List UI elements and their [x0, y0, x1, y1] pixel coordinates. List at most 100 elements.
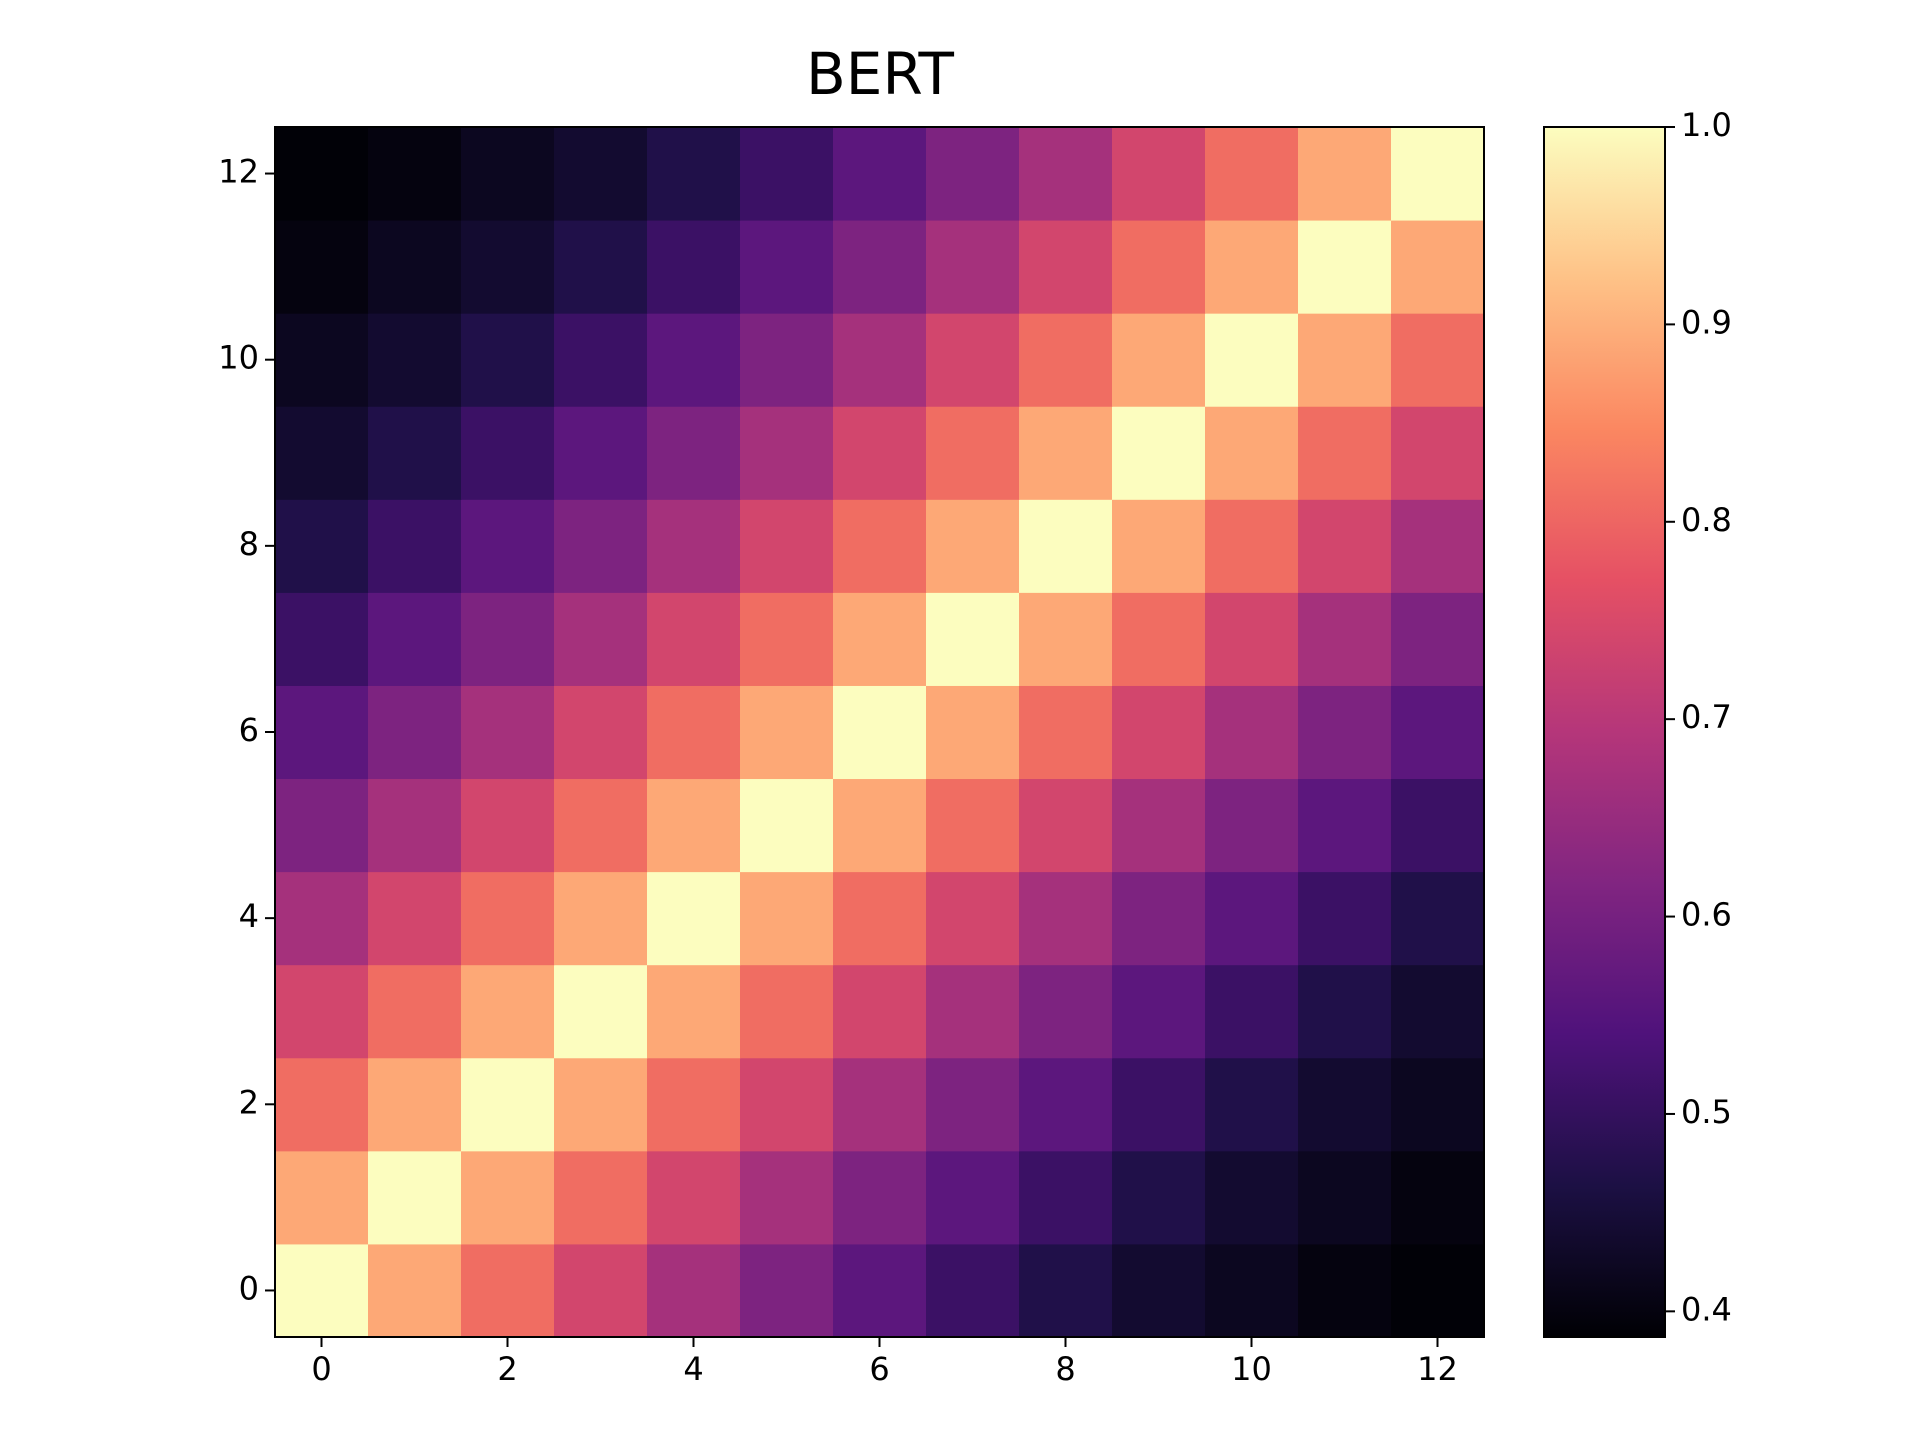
heatmap-cell [740, 1150, 834, 1245]
colorbar-tick-label: 1.0 [1681, 106, 1732, 144]
heatmap-cell [740, 592, 834, 686]
heatmap-cell [1112, 313, 1206, 407]
chart-title: BERT [806, 40, 955, 108]
heatmap-cell [647, 127, 741, 221]
heatmap-cell [461, 127, 555, 221]
heatmap-cell [1298, 685, 1392, 780]
heatmap-cell [833, 499, 927, 593]
heatmap-cell [1205, 1243, 1299, 1338]
heatmap-cell [368, 871, 462, 966]
heatmap-cell [461, 592, 555, 686]
heatmap-cell [926, 499, 1020, 593]
heatmap-cell [275, 406, 369, 500]
heatmap-cell [1391, 592, 1485, 686]
heatmap-cell [461, 1243, 555, 1338]
heatmap-cell [1298, 871, 1392, 966]
heatmap-cell [833, 313, 927, 407]
heatmap-cell [740, 220, 834, 314]
heatmap-cell [368, 127, 462, 221]
heatmap-cell [926, 220, 1020, 314]
heatmap-cell [275, 871, 369, 966]
heatmap-cell [275, 685, 369, 780]
heatmap-cell [554, 778, 648, 873]
heatmap-cell [1112, 592, 1206, 686]
heatmap-cell [926, 778, 1020, 873]
heatmap-cell [368, 964, 462, 1059]
heatmap-cell [647, 499, 741, 593]
heatmap-cell [554, 871, 648, 966]
heatmap-cell [647, 778, 741, 873]
heatmap-cell [1019, 127, 1113, 221]
heatmap-cell [1112, 127, 1206, 221]
heatmap-cell [461, 871, 555, 966]
colorbar [1543, 126, 1666, 1338]
heatmap-cell [833, 871, 927, 966]
heatmap-cell [1391, 778, 1485, 873]
heatmap-cell [1391, 871, 1485, 966]
heatmap-cell [1205, 313, 1299, 407]
heatmap-cell [1391, 313, 1485, 407]
x-tick-label: 2 [497, 1350, 517, 1388]
heatmap-cell [833, 592, 927, 686]
heatmap-cell [926, 406, 1020, 500]
colorbar-tick-label: 0.9 [1681, 303, 1732, 341]
heatmap-cell [275, 1150, 369, 1245]
y-tick-label: 0 [239, 1269, 259, 1307]
heatmap-cell [1391, 1243, 1485, 1338]
heatmap-cell [1298, 127, 1392, 221]
heatmap-cell [1205, 871, 1299, 966]
heatmap-cell [926, 871, 1020, 966]
heatmap-cell [926, 592, 1020, 686]
heatmap-cell [461, 499, 555, 593]
heatmap-cell [461, 313, 555, 407]
heatmap-cell [740, 871, 834, 966]
heatmap-cell [554, 1243, 648, 1338]
heatmap-cell [1112, 871, 1206, 966]
heatmap-cell [275, 313, 369, 407]
heatmap-cell [554, 1150, 648, 1245]
heatmap-cell [647, 220, 741, 314]
heatmap-cell [554, 592, 648, 686]
heatmap-cell [368, 1150, 462, 1245]
heatmap-cell [275, 1243, 369, 1338]
heatmap-cell [1391, 685, 1485, 780]
heatmap-cell [461, 406, 555, 500]
colorbar-tick-label: 0.4 [1681, 1290, 1732, 1328]
heatmap-cell [1112, 1057, 1206, 1152]
heatmap-cell [275, 964, 369, 1059]
heatmap-cell [554, 313, 648, 407]
y-tick-label: 8 [239, 525, 259, 563]
heatmap-cell [1205, 127, 1299, 221]
heatmap-cell [740, 685, 834, 780]
heatmap-cell [368, 220, 462, 314]
heatmap-cell [275, 592, 369, 686]
heatmap-cell [647, 406, 741, 500]
heatmap-cell [1391, 499, 1485, 593]
heatmap-cell [926, 1057, 1020, 1152]
heatmap-cell [833, 1243, 927, 1338]
heatmap-cell [554, 1057, 648, 1152]
heatmap-cell [368, 685, 462, 780]
heatmap-cell [1112, 778, 1206, 873]
heatmap-cell [1019, 499, 1113, 593]
heatmap-cell [1205, 778, 1299, 873]
heatmap-cell [1112, 1243, 1206, 1338]
heatmap-cell [1205, 499, 1299, 593]
heatmap-cell [1112, 1150, 1206, 1245]
heatmap-cell [647, 592, 741, 686]
heatmap-cell [1205, 406, 1299, 500]
heatmap-cell [368, 592, 462, 686]
heatmap-cell [1019, 964, 1113, 1059]
heatmap-cell [368, 406, 462, 500]
heatmap-cell [833, 964, 927, 1059]
heatmap-cell [1298, 220, 1392, 314]
x-tick-label: 10 [1231, 1350, 1272, 1388]
heatmap-cell [1391, 1057, 1485, 1152]
heatmap-cell [1205, 1057, 1299, 1152]
heatmap-cell [740, 313, 834, 407]
heatmap-cell [1205, 964, 1299, 1059]
x-tick-label: 0 [311, 1350, 331, 1388]
heatmap-cell [1019, 1150, 1113, 1245]
heatmap-cell [1298, 1057, 1392, 1152]
